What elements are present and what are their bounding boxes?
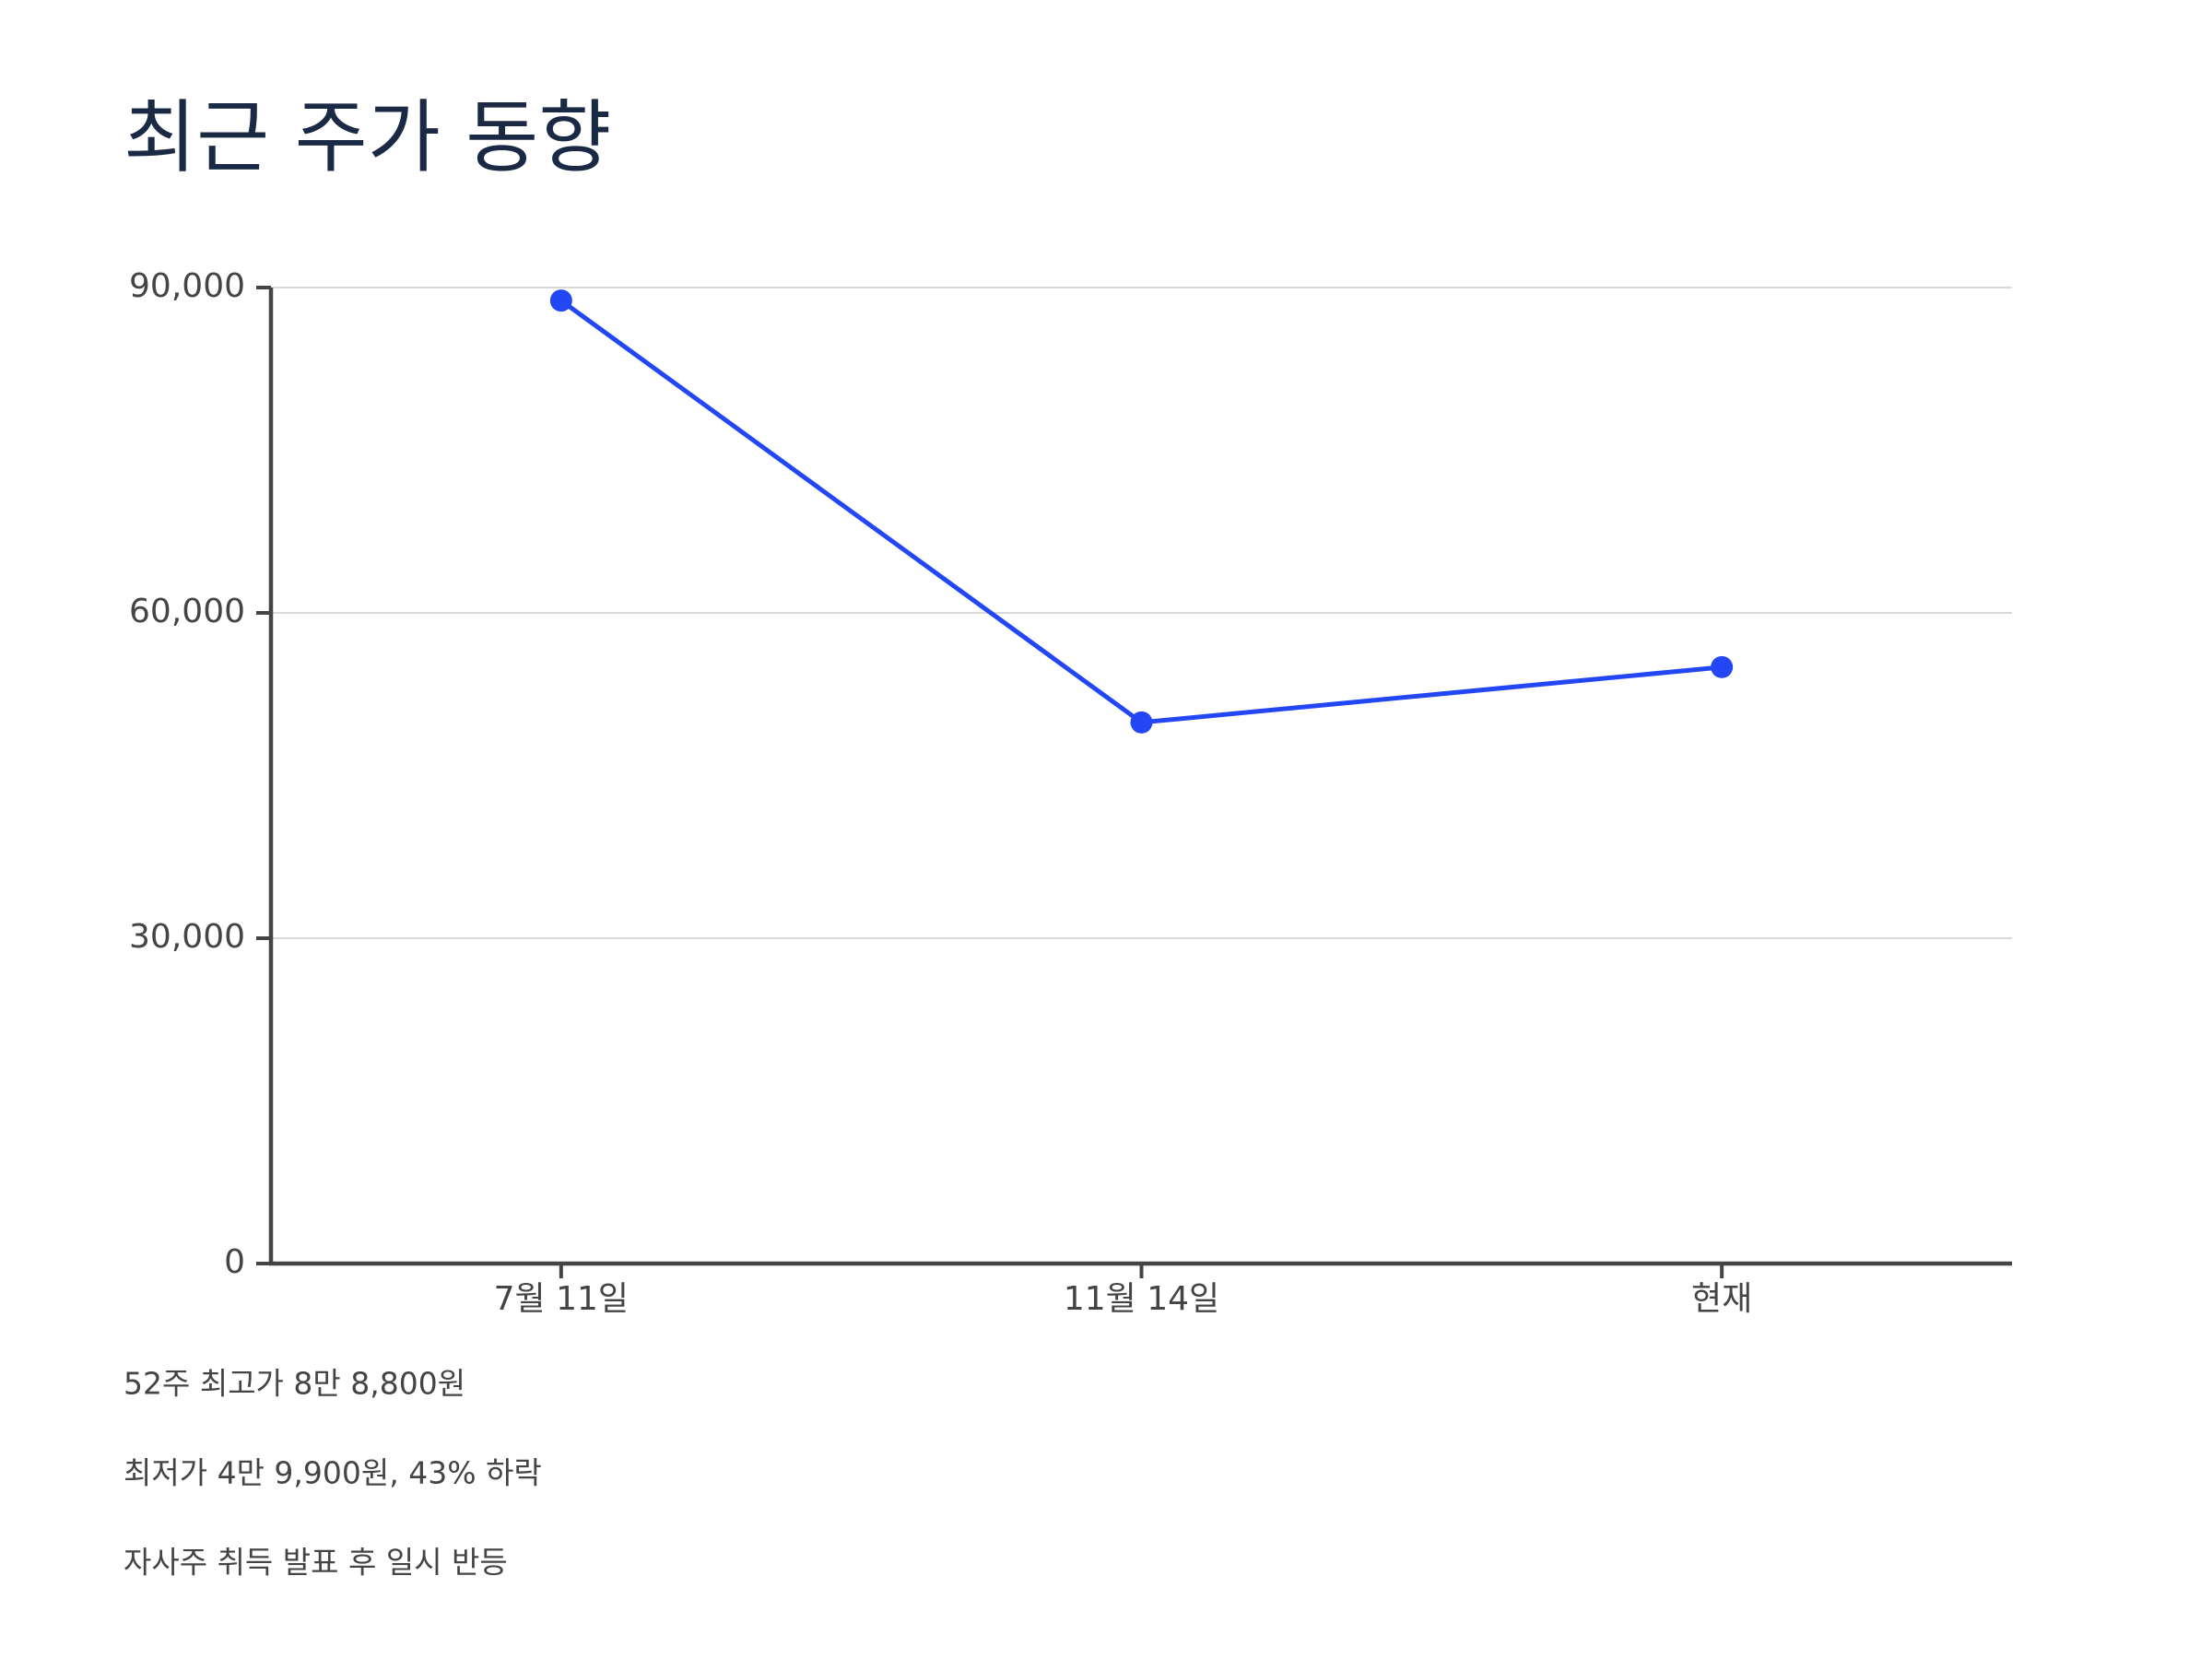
x-tick-label: 7월 11일 xyxy=(494,1280,629,1318)
chart-title: 최근 주가 동향 xyxy=(124,91,611,183)
annotation: 최저가 4만 9,900원, 43% 하락 xyxy=(124,1455,542,1491)
y-tick-label: 90,000 xyxy=(129,267,245,305)
point xyxy=(549,289,572,312)
y-tick-label: 0 xyxy=(224,1243,245,1281)
line xyxy=(559,299,1723,725)
point xyxy=(1130,711,1153,734)
point xyxy=(1711,655,1734,678)
annotation: 52주 최고가 8만 8,800원 xyxy=(124,1366,465,1402)
annotation: 자사주 취득 발표 후 일시 반등 xyxy=(124,1545,508,1581)
x-tick-label: 11월 14일 xyxy=(1064,1280,1219,1318)
y-tick-label: 60,000 xyxy=(129,593,245,630)
y-tick-label: 30,000 xyxy=(129,918,245,956)
x-tick-label: 현재 xyxy=(1691,1280,1752,1318)
